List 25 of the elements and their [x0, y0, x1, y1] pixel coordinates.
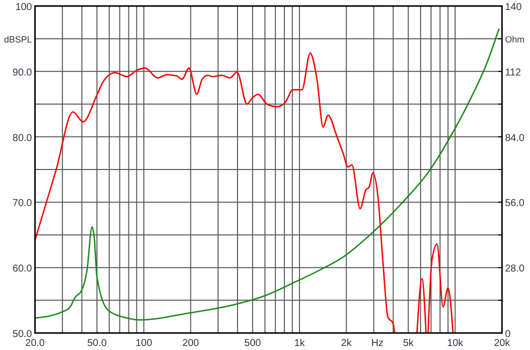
- x-tick-label: 1k: [294, 338, 306, 349]
- y2-tick-label: 112: [505, 67, 522, 78]
- y-tick-label: 80.0: [12, 132, 32, 144]
- y2-tick-label: 140: [505, 2, 522, 13]
- x-tick-label: 200: [182, 338, 200, 349]
- x-tick-label: 50.0: [87, 338, 108, 349]
- x-tick-label: 5k: [403, 338, 415, 349]
- x-tick-label: 500: [244, 338, 262, 349]
- y-tick-label: 100: [15, 2, 32, 13]
- y-tick-label: 70.0: [12, 198, 32, 210]
- y-tick-label: 60.0: [12, 264, 32, 275]
- y2-tick-label: 28.0: [505, 264, 525, 275]
- y-tick-label: 90.0: [12, 67, 32, 78]
- x-tick-label: 10k: [447, 338, 464, 349]
- x-axis-title: Hz: [371, 338, 384, 349]
- x-tick-label: 2k: [341, 338, 353, 349]
- y2-axis-title: Ohm: [505, 34, 525, 45]
- x-tick-label: 20.0: [25, 338, 46, 349]
- x-tick-label: 20k: [494, 338, 512, 349]
- y-tick-label: 50.0: [12, 329, 32, 340]
- x-tick-label: 100: [135, 338, 153, 349]
- y-axis-title: dBSPL: [4, 34, 32, 45]
- y2-tick-label: 56.0: [505, 198, 525, 210]
- y2-tick-label: 0: [505, 329, 511, 340]
- y2-tick-label: 84.0: [505, 132, 525, 144]
